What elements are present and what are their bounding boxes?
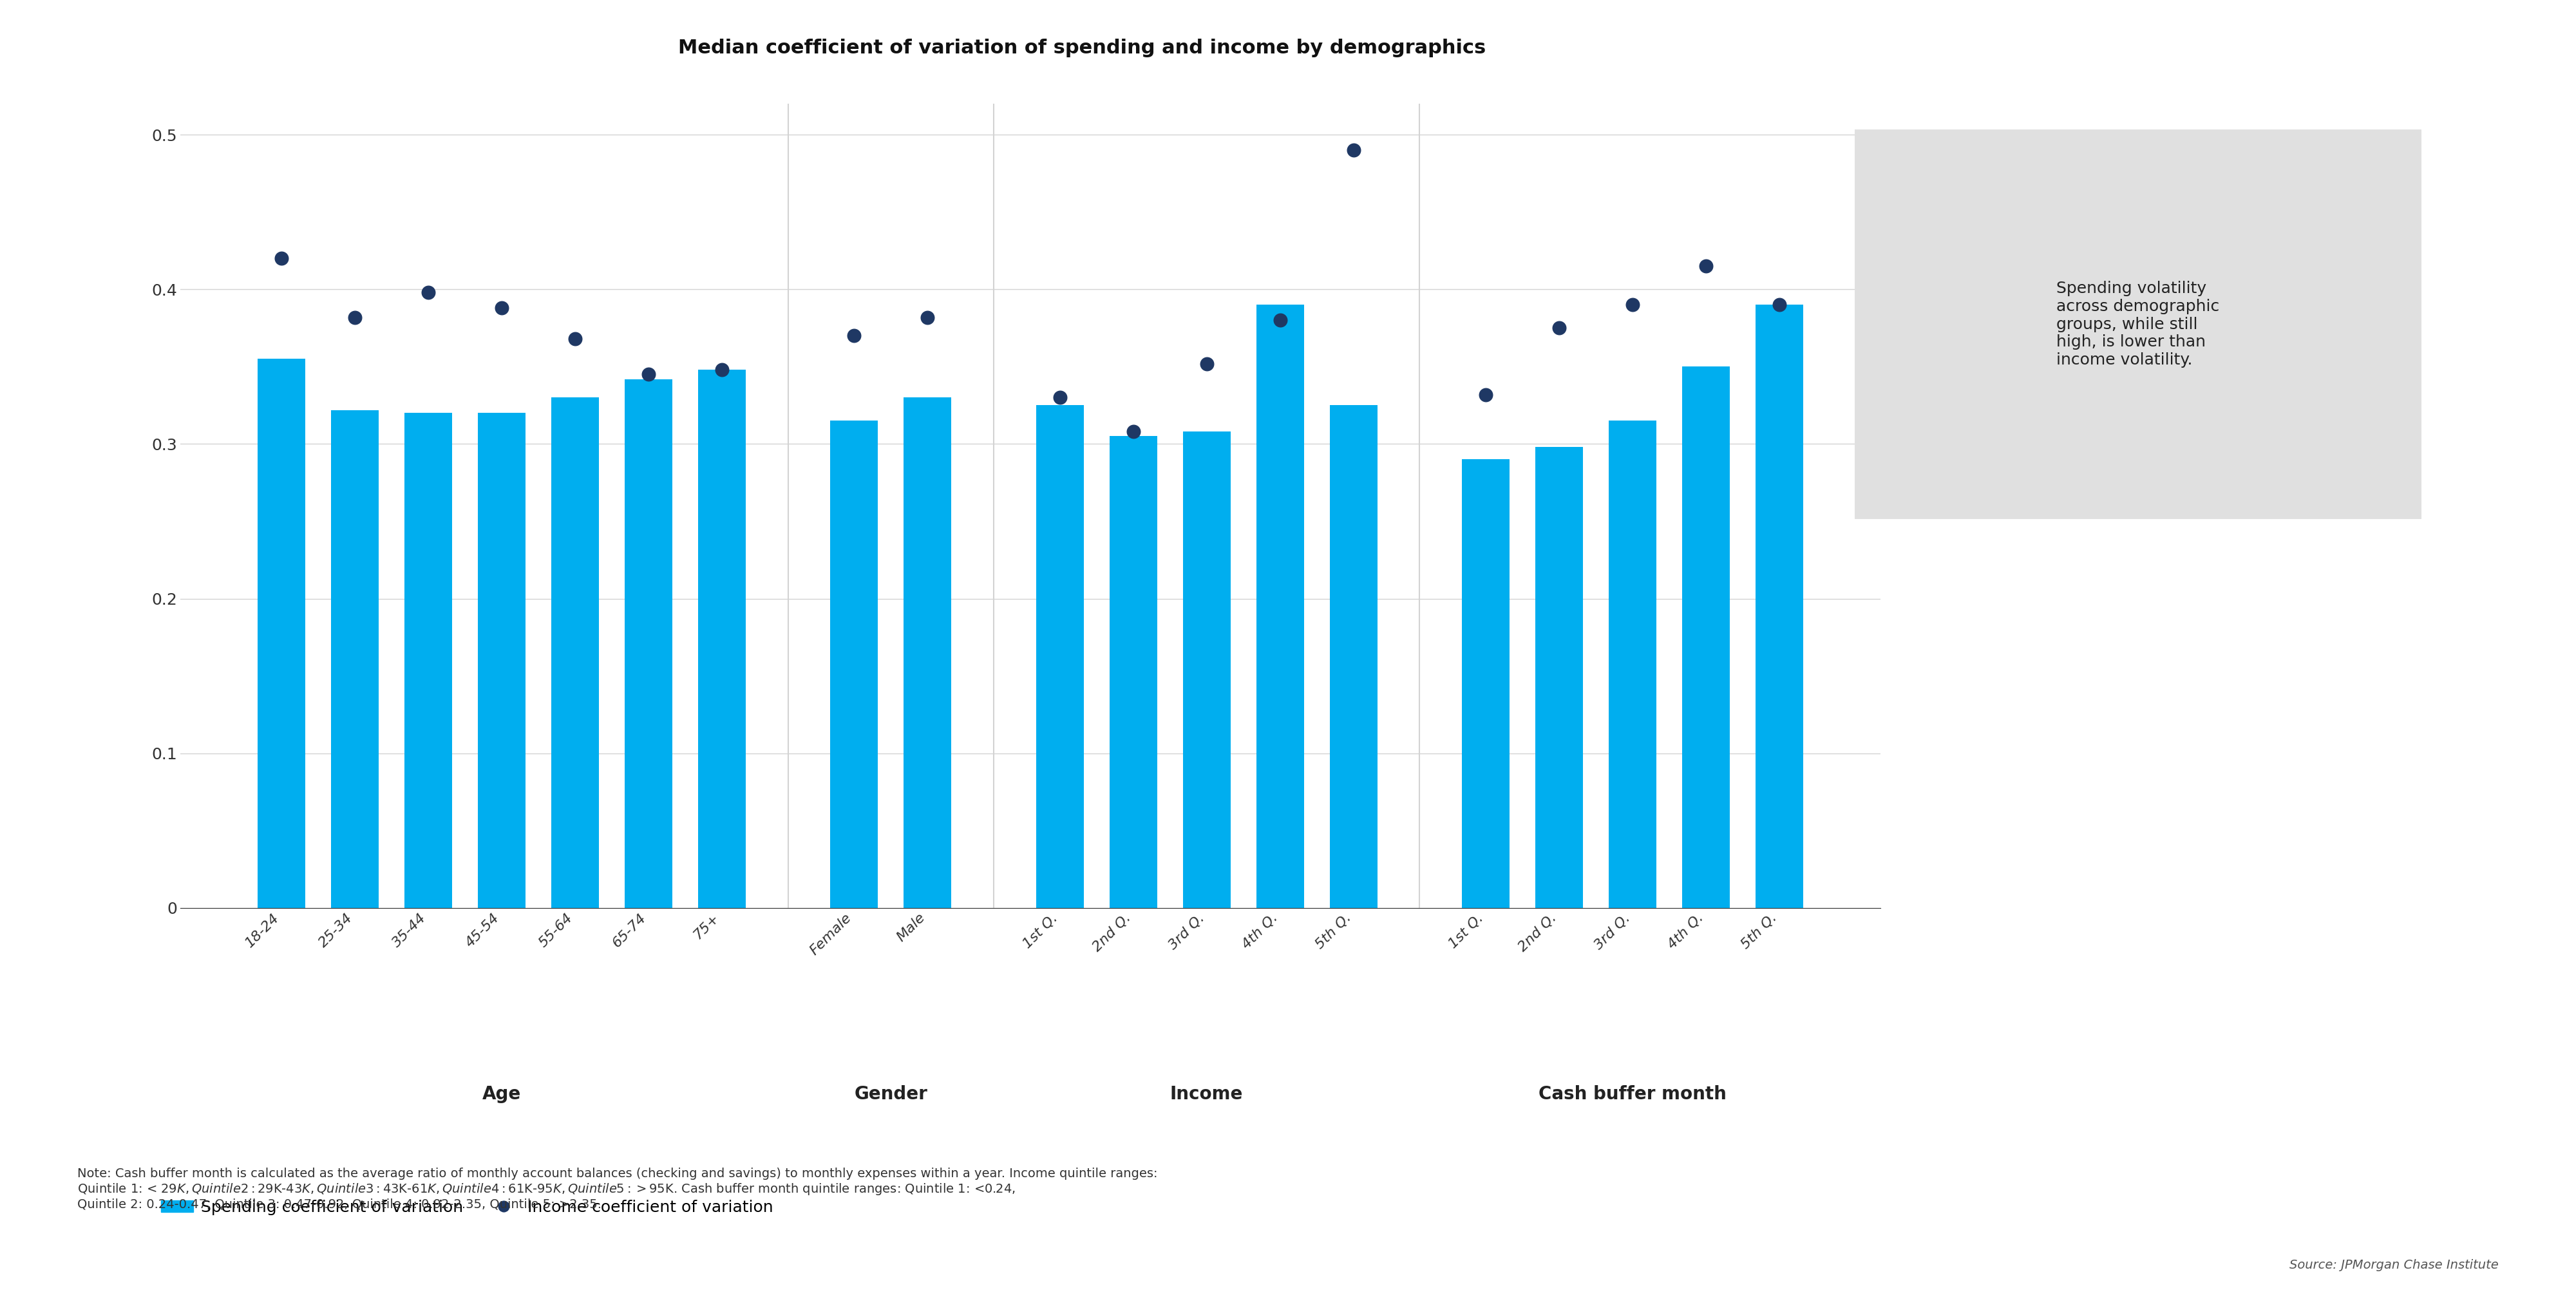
Text: Spending volatility
across demographic
groups, while still
high, is lower than
i: Spending volatility across demographic g…: [2056, 280, 2221, 368]
FancyBboxPatch shape: [1837, 118, 2439, 530]
Point: [1038, 388, 1079, 409]
Point: [1685, 256, 1726, 276]
Bar: [332, 410, 379, 908]
Point: [407, 281, 448, 302]
Bar: [1461, 459, 1510, 908]
Bar: [1682, 367, 1728, 908]
Bar: [551, 398, 600, 908]
Bar: [904, 398, 951, 908]
Legend: Spending coefficient of variation, Income coefficient of variation: Spending coefficient of variation, Incom…: [155, 1193, 781, 1222]
Point: [629, 364, 670, 385]
Point: [1759, 294, 1801, 315]
Text: Income: Income: [1170, 1084, 1244, 1102]
Text: Source: JPMorgan Chase Institute: Source: JPMorgan Chase Institute: [2290, 1259, 2499, 1271]
Bar: [404, 412, 453, 908]
Bar: [1182, 432, 1231, 908]
Point: [260, 248, 301, 268]
Text: Note: Cash buffer month is calculated as the average ratio of monthly account ba: Note: Cash buffer month is calculated as…: [77, 1167, 1157, 1210]
Point: [907, 307, 948, 328]
Text: Gender: Gender: [855, 1084, 927, 1102]
Point: [554, 328, 595, 349]
Point: [1332, 140, 1373, 161]
Bar: [626, 379, 672, 908]
Bar: [1329, 405, 1378, 908]
Bar: [258, 359, 307, 908]
Bar: [1607, 420, 1656, 908]
Point: [482, 297, 523, 318]
Bar: [479, 412, 526, 908]
Point: [335, 307, 376, 328]
Bar: [1535, 447, 1582, 908]
Text: Median coefficient of variation of spending and income by demographics: Median coefficient of variation of spend…: [677, 39, 1486, 57]
Point: [1538, 318, 1579, 339]
Point: [835, 326, 876, 346]
Point: [1185, 353, 1226, 374]
Text: Cash buffer month: Cash buffer month: [1538, 1084, 1726, 1102]
Point: [1113, 422, 1154, 442]
Point: [701, 359, 742, 380]
Point: [1260, 310, 1301, 331]
Bar: [1110, 436, 1157, 908]
Bar: [1036, 405, 1084, 908]
Bar: [698, 370, 747, 908]
Bar: [1257, 305, 1303, 908]
Point: [1613, 294, 1654, 315]
Bar: [1754, 305, 1803, 908]
Point: [1466, 384, 1507, 405]
Bar: [829, 420, 878, 908]
Text: Age: Age: [482, 1084, 520, 1102]
